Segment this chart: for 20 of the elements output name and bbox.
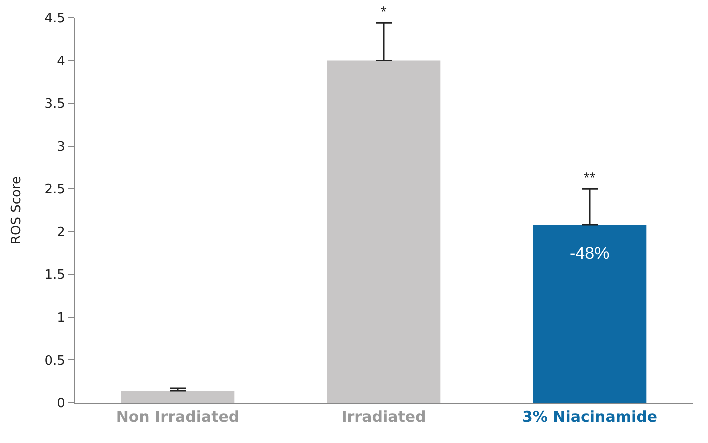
- y-tick-label: 0.5: [44, 354, 66, 369]
- y-tick-label: 2.5: [44, 182, 66, 198]
- y-tick-label: 1.5: [44, 268, 66, 284]
- bar: [533, 225, 647, 403]
- annotation: *: [381, 4, 387, 21]
- y-tick-label: 2: [57, 225, 66, 240]
- y-tick-label: 0: [57, 396, 66, 412]
- x-tick-label: Non Irradiated: [116, 408, 240, 426]
- bar: [121, 391, 235, 403]
- x-tick-label: 3% Niacinamide: [522, 408, 658, 426]
- y-tick-label: 3: [57, 140, 66, 155]
- annotation: -48%: [570, 244, 610, 263]
- y-tick-label: 1: [57, 310, 66, 326]
- bar: [327, 60, 441, 403]
- y-axis-title: ROS Score: [10, 176, 25, 245]
- y-tick-label: 4.5: [44, 12, 66, 27]
- y-tick-label: 3.5: [44, 97, 66, 112]
- annotation: **: [584, 170, 596, 187]
- y-tick-label: 4: [57, 54, 66, 70]
- x-tick-label: Irradiated: [342, 408, 426, 426]
